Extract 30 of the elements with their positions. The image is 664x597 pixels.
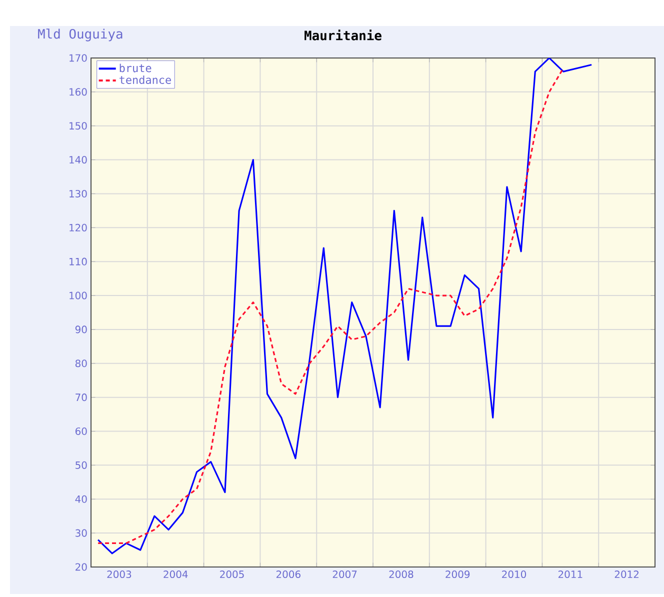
y-tick-label: 60 [76,427,87,436]
legend-label: brute [120,64,152,72]
x-tick-label: 2006 [276,570,300,578]
x-tick-label: 2004 [164,570,188,578]
y-tick-label: 70 [76,394,87,402]
y-tick-label: 20 [76,563,87,571]
legend-label: tendance [120,76,171,84]
x-tick-label: 2005 [220,570,244,578]
y-tick-label: 80 [75,360,87,368]
y-tick-label: 110 [70,258,87,266]
x-tick-label: 2007 [332,570,357,578]
x-tick-label: 2011 [558,570,582,578]
y-tick-label: 160 [70,88,87,96]
chart-title: Mauritanie [304,30,382,40]
x-tick-label: 2008 [389,570,414,578]
y-tick-label: 100 [70,292,87,300]
x-tick-label: 2010 [502,570,526,578]
y-tick-label: 40 [75,495,87,503]
x-tick-label: 2003 [107,570,132,578]
y-tick-label: 120 [70,224,87,232]
y-tick-label: 50 [76,461,87,469]
y-tick-label: 150 [70,122,87,130]
y-tick-label: 170 [70,54,87,62]
x-tick-label: 2009 [446,570,470,578]
y-axis-title: Mld Ouguiya [38,28,122,42]
y-tick-label: 130 [70,190,87,198]
y-tick-label: 140 [70,156,87,164]
y-tick-label: 30 [76,529,87,537]
x-tick-label: 2012 [614,570,638,578]
y-tick-label: 90 [75,326,87,334]
